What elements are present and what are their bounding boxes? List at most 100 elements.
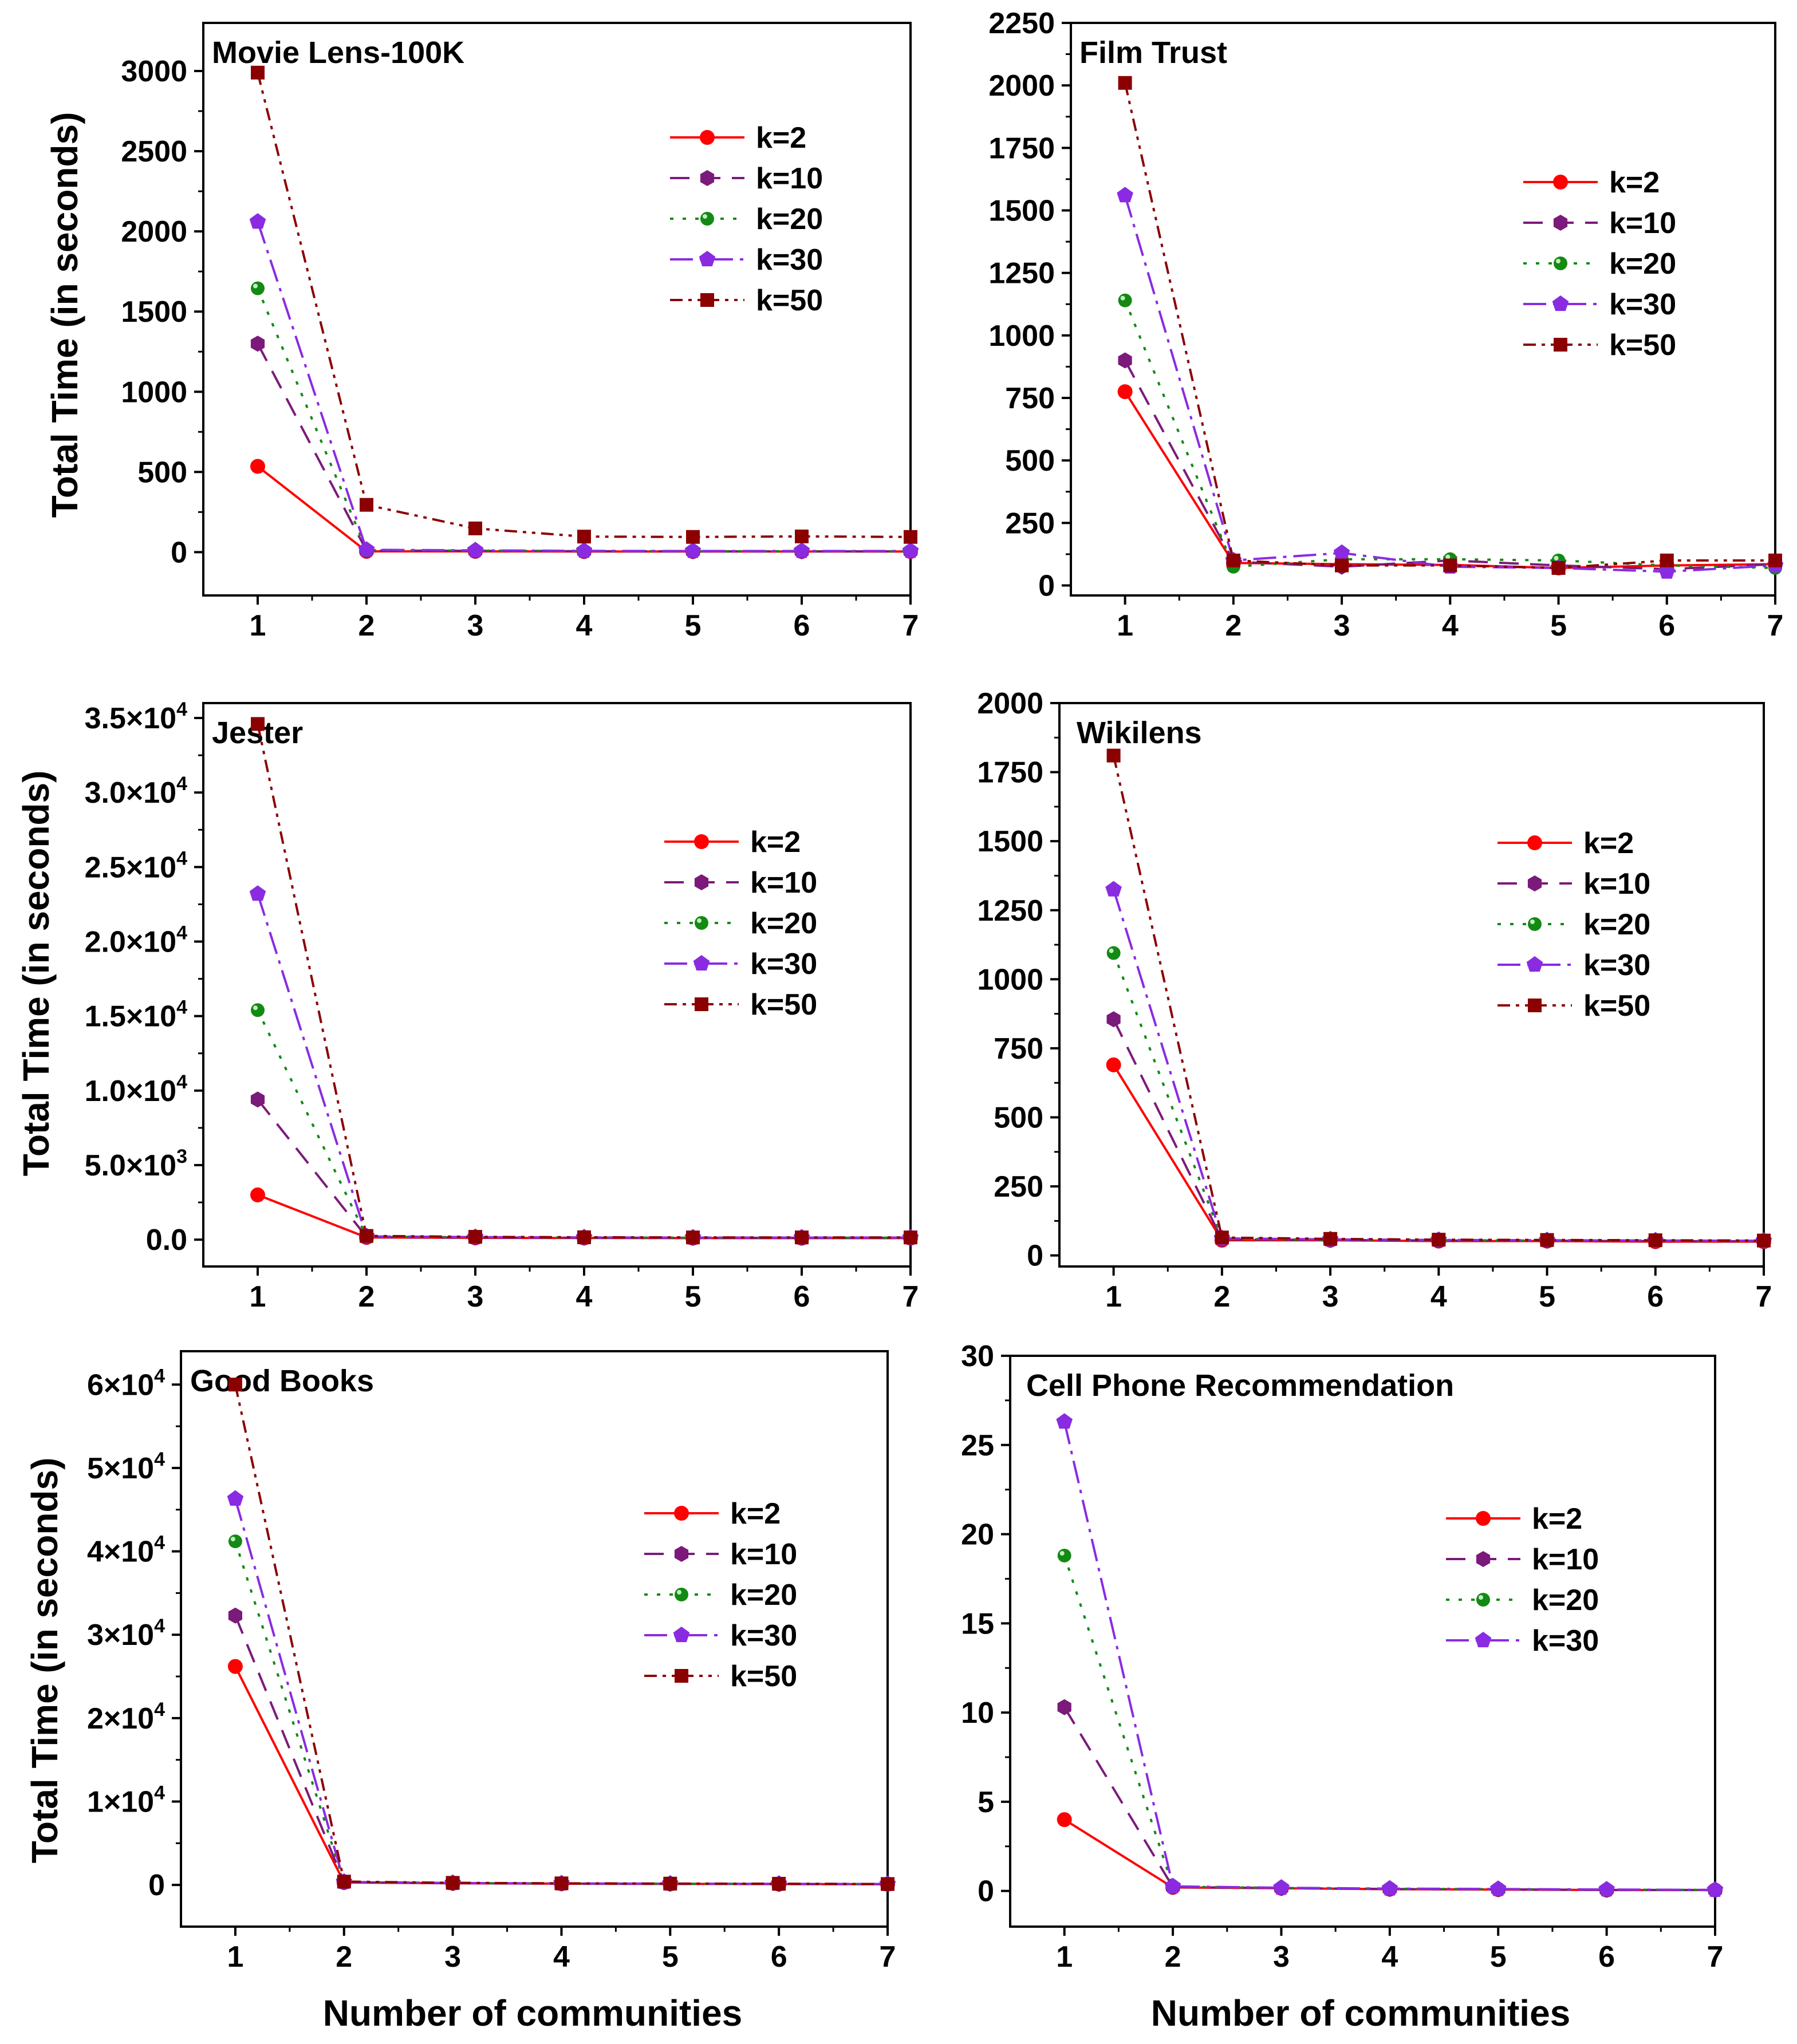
x-tick-label: 1 xyxy=(250,1280,266,1313)
marker-highlight xyxy=(1479,1595,1483,1600)
x-tick-label: 2 xyxy=(1225,609,1242,642)
legend-label: k=2 xyxy=(1609,166,1660,199)
series-line-k50 xyxy=(1124,82,1775,570)
y-tick-label: 250 xyxy=(1005,507,1055,540)
plot-frame xyxy=(1009,1355,1716,1928)
legend-marker xyxy=(673,1627,690,1643)
legend-marker xyxy=(694,834,709,849)
series-line-k10 xyxy=(234,1615,888,1885)
legend-marker xyxy=(1527,835,1542,850)
legend-label: k=10 xyxy=(1609,207,1676,240)
series-line-k30 xyxy=(257,893,911,1239)
x-tick-label: 3 xyxy=(1334,609,1350,642)
y-tick-label: 2.5×104 xyxy=(85,847,188,884)
legend-marker xyxy=(699,251,716,267)
legend-label: k=30 xyxy=(730,1619,797,1652)
legend-marker xyxy=(675,1669,688,1683)
x-tick-label: 7 xyxy=(1756,1280,1772,1313)
legend-label: k=20 xyxy=(750,907,817,940)
data-point-k30 xyxy=(467,542,484,558)
data-point-k50 xyxy=(904,530,917,544)
legend-marker xyxy=(1553,215,1568,231)
y-axis-title-row2: Total Time (in seconds) xyxy=(15,771,57,1177)
x-tick-label: 4 xyxy=(1442,609,1459,642)
x-tick-label: 3 xyxy=(1322,1280,1339,1313)
y-tick-label: 0.0 xyxy=(146,1224,187,1257)
y-tick-label: 3.0×104 xyxy=(85,773,188,810)
legend-marker xyxy=(695,916,708,930)
legend-label: k=30 xyxy=(750,948,817,981)
data-point-k50 xyxy=(468,1230,482,1244)
y-tick-label: 0 xyxy=(1038,570,1055,603)
series-line-k20 xyxy=(257,287,911,553)
panel-title: Movie Lens-100K xyxy=(212,35,464,70)
legend-label: k=20 xyxy=(1532,1584,1599,1617)
legend-marker xyxy=(700,170,715,186)
series-line-k10 xyxy=(1112,1019,1764,1243)
legend-label: k=10 xyxy=(750,866,817,899)
marker-highlight xyxy=(1530,920,1535,924)
legend-label: k=50 xyxy=(750,988,817,1021)
x-tick-label: 7 xyxy=(1767,609,1784,642)
data-point-k50 xyxy=(577,530,591,544)
marker-highlight xyxy=(1109,948,1114,953)
legend-marker xyxy=(1476,1551,1491,1567)
legend-label: k=30 xyxy=(1583,949,1650,982)
y-tick-label: 15 xyxy=(961,1607,994,1640)
data-point-k50 xyxy=(228,1378,242,1392)
y-tick-label: 1500 xyxy=(988,195,1055,228)
marker-highlight xyxy=(703,214,707,219)
legend-marker xyxy=(1476,1593,1490,1607)
legend-marker xyxy=(700,293,714,307)
y-tick-label: 2250 xyxy=(988,7,1055,40)
series-line-k30 xyxy=(1063,1421,1716,1891)
data-point-k30 xyxy=(249,885,266,901)
y-tick-label: 0 xyxy=(978,1875,994,1908)
marker-highlight xyxy=(1059,1550,1065,1556)
y-tick-label: 1000 xyxy=(121,376,187,409)
legend-marker xyxy=(1526,956,1543,972)
data-point-k30 xyxy=(576,542,593,558)
y-tick-label: 2000 xyxy=(988,69,1055,102)
legend-marker xyxy=(700,130,715,145)
legend-label: k=30 xyxy=(756,243,823,277)
marker-highlight xyxy=(230,1537,235,1542)
series-line-k10 xyxy=(257,1099,911,1239)
y-tick-label: 750 xyxy=(994,1032,1043,1066)
data-point-k50 xyxy=(795,1230,809,1245)
data-point-k50 xyxy=(468,521,482,535)
data-point-k50 xyxy=(337,1875,351,1889)
series-line-k10 xyxy=(1063,1706,1716,1892)
plot-frame xyxy=(180,1350,889,1928)
chart-panel-6: 1 2 3 4 5 6 7 0 5 10 15 20 25 30 Cell Phone Recommenda… xyxy=(961,1340,1723,1974)
y-tick-label: 2500 xyxy=(121,135,187,168)
x-tick-label: 5 xyxy=(1490,1940,1507,1974)
legend-marker xyxy=(675,1588,688,1601)
legend-marker xyxy=(1528,917,1542,931)
y-tick-label: 5 xyxy=(978,1786,994,1819)
x-tick-label: 1 xyxy=(1056,1940,1073,1974)
data-point-k50 xyxy=(1323,1232,1338,1246)
legend-marker xyxy=(700,212,714,226)
legend-label: k=10 xyxy=(1583,867,1650,901)
y-tick-label: 1×104 xyxy=(87,1782,165,1819)
legend-label: k=2 xyxy=(756,121,806,155)
legend-label: k=10 xyxy=(730,1538,797,1571)
x-tick-label: 7 xyxy=(903,1280,919,1313)
data-point-k50 xyxy=(1540,1233,1554,1247)
legend-marker xyxy=(1553,175,1568,190)
legend-marker xyxy=(1528,999,1542,1012)
x-axis-title-left: Number of communities xyxy=(323,1992,743,2034)
data-point-k30 xyxy=(1598,1881,1615,1897)
data-point-k50 xyxy=(904,1230,917,1245)
y-tick-label: 30 xyxy=(961,1340,994,1373)
legend-marker xyxy=(1554,338,1567,352)
y-tick-label: 1250 xyxy=(988,257,1055,290)
data-point-k50 xyxy=(251,717,265,731)
legend-label: k=10 xyxy=(1532,1543,1599,1576)
legend-label: k=50 xyxy=(1583,989,1650,1023)
data-point-k20 xyxy=(1057,1548,1071,1562)
x-tick-label: 4 xyxy=(576,1280,593,1313)
legend-label: k=50 xyxy=(756,284,823,317)
